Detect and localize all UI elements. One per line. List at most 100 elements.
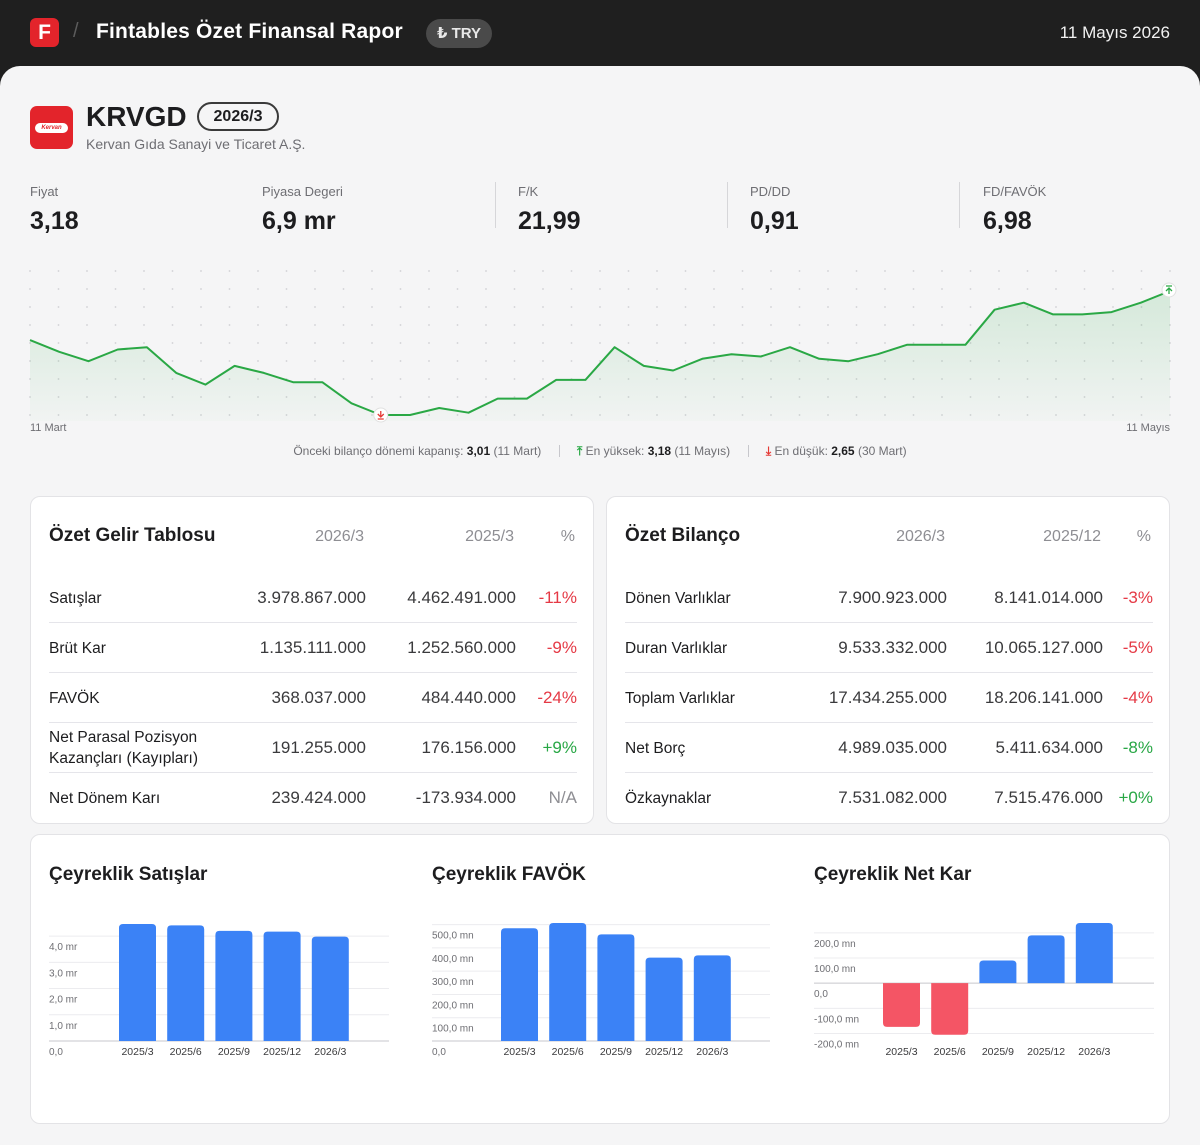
metric-ev-ebitda: FD/FAVÖK 6,98	[983, 184, 1046, 236]
change-percent: -5%	[1122, 638, 1153, 657]
price-chart-legend: Önceki bilanço dönemi kapanış: 3,01 (11 …	[0, 444, 1200, 459]
tick-label: 0,0	[432, 1047, 446, 1058]
category-label: 2025/3	[503, 1046, 535, 1058]
ticker: KRVGD	[86, 101, 187, 132]
table-row: FAVÖK 368.037.000 484.440.000 -24%	[49, 673, 577, 723]
row-value: 18.206.141.000	[984, 688, 1103, 707]
breadcrumb-separator: /	[73, 20, 79, 42]
currency-badge[interactable]: ₺ TRY	[426, 19, 492, 48]
divider	[747, 445, 749, 457]
divider	[959, 182, 960, 228]
chart-start-date: 11 Mart	[30, 422, 67, 434]
metric-pb: PD/DD 0,91	[750, 184, 799, 236]
row-value: 17.434.255.000	[828, 688, 947, 707]
metric-price: Fiyat 3,18	[30, 184, 79, 236]
balance-sheet-title: Özet Bilanço	[625, 525, 741, 546]
tick-label: 4,0 mr	[49, 942, 78, 953]
bar[interactable]	[311, 936, 349, 1041]
tick-label: 0,0	[814, 989, 828, 1000]
row-value: 176.156.000	[421, 738, 516, 757]
high-date: (11 Mayıs)	[674, 444, 731, 458]
tick-label: 500,0 mn	[432, 931, 474, 942]
row-label: Duran Varlıklar	[625, 639, 728, 657]
row-value: 239.424.000	[271, 788, 366, 807]
change-percent: +9%	[542, 738, 578, 757]
fintables-logo[interactable]: F	[30, 18, 59, 47]
column-header: 2025/12	[1043, 528, 1101, 545]
income-statement-card: Özet Gelir Tablosu 2026/3 2025/3 % Satış…	[30, 496, 594, 824]
bar[interactable]	[263, 931, 301, 1041]
quarterly-charts-card: Çeyreklik Satışlar Çeyreklik FAVÖK Çeyre…	[30, 834, 1170, 1124]
bar[interactable]	[167, 925, 205, 1041]
price-chart[interactable]	[0, 261, 1200, 441]
bar[interactable]	[979, 960, 1017, 984]
tick-label: 200,0 mn	[432, 1000, 474, 1011]
tick-label: 0,0	[49, 1047, 63, 1058]
bar[interactable]	[597, 934, 635, 1041]
bar[interactable]	[549, 923, 587, 1041]
category-label: 2025/9	[982, 1046, 1014, 1058]
bar[interactable]	[1075, 923, 1113, 984]
table-row: Satışlar 3.978.867.000 4.462.491.000 -11%	[49, 573, 577, 623]
bar[interactable]	[931, 983, 969, 1035]
category-label: 2025/3	[121, 1046, 153, 1058]
column-header: 2025/3	[465, 528, 514, 545]
metric-label: FD/FAVÖK	[983, 184, 1047, 199]
low-date: (30 Mart)	[857, 444, 907, 458]
metric-label: PD/DD	[750, 184, 791, 199]
category-label: 2025/6	[170, 1046, 202, 1058]
price-line	[29, 290, 1171, 416]
table-row: Toplam Varlıklar 17.434.255.000 18.206.141…	[625, 673, 1153, 723]
change-percent: -9%	[546, 638, 577, 657]
category-label: 2025/6	[934, 1046, 966, 1058]
tick-label: -200,0 mn	[814, 1039, 859, 1050]
company-name: Kervan Gıda Sanayi ve Ticaret A.Ş.	[86, 136, 306, 152]
row-value: 484.440.000	[421, 688, 516, 707]
metric-pe: F/K 21,99	[518, 184, 581, 236]
bar[interactable]	[215, 930, 253, 1041]
change-percent: +0%	[1118, 788, 1154, 807]
category-label: 2025/9	[218, 1046, 250, 1058]
category-label: 2025/12	[645, 1046, 683, 1058]
category-label: 2026/3	[1078, 1046, 1110, 1058]
divider	[558, 445, 560, 457]
table-row: Duran Varlıklar 9.533.332.000 10.065.127.0…	[625, 623, 1153, 673]
chart-title: Çeyreklik Satışlar	[49, 864, 208, 885]
category-label: 2025/12	[263, 1046, 301, 1058]
tick-label: 3,0 mr	[49, 968, 78, 979]
tick-label: 100,0 mn	[432, 1024, 474, 1035]
row-value: 4.989.035.000	[838, 738, 947, 757]
row-value: 5.411.634.000	[995, 738, 1103, 757]
category-label: 2025/6	[552, 1046, 584, 1058]
metric-value: 21,99	[518, 207, 581, 235]
column-header: 2026/3	[896, 528, 945, 545]
bar[interactable]	[645, 957, 683, 1041]
table-row: Brüt Kar 1.135.111.000 1.252.560.000 -9%	[49, 623, 577, 673]
divider	[727, 182, 728, 228]
income-statement-title: Özet Gelir Tablosu	[49, 525, 216, 546]
metric-label: F/K	[518, 184, 539, 199]
period-badge: 2026/3	[197, 102, 279, 131]
tick-label: 2,0 mr	[49, 995, 78, 1006]
row-value: 7.531.082.000	[838, 788, 947, 807]
metric-value: 0,91	[750, 207, 799, 235]
category-label: 2025/12	[1027, 1046, 1065, 1058]
bar[interactable]	[501, 928, 538, 1041]
divider	[495, 182, 496, 228]
report-panel: Kervan KRVGD 2026/3 Kervan Gıda Sanayi v…	[0, 66, 1200, 1145]
metric-market-cap: Piyasa Degeri 6,9 mr	[262, 184, 343, 236]
bar[interactable]	[119, 924, 156, 1041]
category-label: 2026/3	[696, 1046, 728, 1058]
change-percent: N/A	[548, 788, 577, 807]
metric-label: Piyasa Degeri	[262, 184, 343, 199]
bar[interactable]	[883, 983, 920, 1027]
table-row: Net Dönem Karı 239.424.000 -173.934.000 N/A	[49, 773, 577, 823]
bar[interactable]	[1027, 935, 1065, 984]
bar[interactable]	[693, 955, 731, 1041]
row-value: -173.934.000	[415, 788, 516, 807]
company-logo: Kervan	[30, 106, 73, 149]
row-label: Özkaynaklar	[625, 789, 712, 807]
row-label: FAVÖK	[49, 689, 100, 707]
top-bar: F / Fintables Özet Finansal Rapor ₺ TRY …	[0, 0, 1200, 66]
column-header: 2026/3	[315, 528, 364, 545]
